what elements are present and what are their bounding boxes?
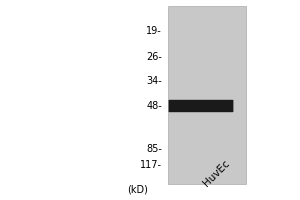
FancyBboxPatch shape — [169, 100, 233, 112]
Text: HuvEc: HuvEc — [201, 158, 232, 188]
Text: 117-: 117- — [140, 160, 162, 170]
Text: 34-: 34- — [146, 76, 162, 86]
Bar — [168, 6, 246, 184]
Text: 26-: 26- — [146, 52, 162, 62]
Text: (kD): (kD) — [128, 184, 148, 194]
Text: 48-: 48- — [146, 101, 162, 111]
Text: 19-: 19- — [146, 26, 162, 36]
Text: 85-: 85- — [146, 144, 162, 154]
